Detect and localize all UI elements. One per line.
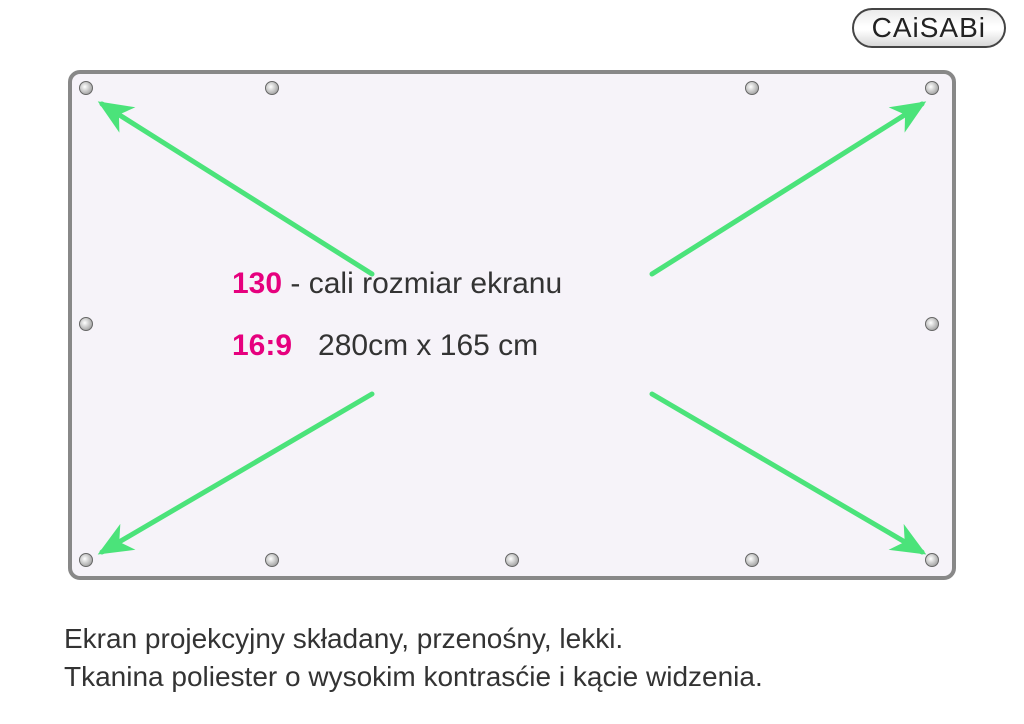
grommet-hole [925,81,939,95]
grommet-hole [79,553,93,567]
diagonal-arrow [102,394,372,552]
grommet-hole [265,81,279,95]
screen-ratio-line: 16:9 280cm x 165 cm [232,329,792,363]
diagonal-arrow [102,104,372,274]
grommet-hole [925,553,939,567]
diagonal-arrow [652,394,922,552]
grommet-hole [505,553,519,567]
grommet-hole [79,81,93,95]
dimensions-value: 280cm x 165 cm [318,329,538,362]
brand-logo: CAiSABi [852,8,1006,48]
screen-size-value: 130 [232,267,282,300]
grommet-hole [265,553,279,567]
screen-size-line: 130 - cali rozmiar ekranu [232,267,792,301]
screen-size-label: - cali rozmiar ekranu [282,267,562,300]
description-line-1: Ekran projekcyjny składany, przenośny, l… [64,620,763,658]
grommet-hole [925,317,939,331]
screen-info-block: 130 - cali rozmiar ekranu 16:9 280cm x 16… [232,267,792,363]
description-line-2: Tkanina poliester o wysokim kontrasćie i… [64,658,763,696]
diagonal-arrow [652,104,922,274]
screen-diagram: 130 - cali rozmiar ekranu 16:9 280cm x 16… [68,70,956,580]
product-description: Ekran projekcyjny składany, przenośny, l… [64,620,763,696]
grommet-hole [79,317,93,331]
grommet-hole [745,553,759,567]
grommet-hole [745,81,759,95]
aspect-ratio-value: 16:9 [232,329,292,362]
logo-text: CAiSABi [872,12,986,43]
